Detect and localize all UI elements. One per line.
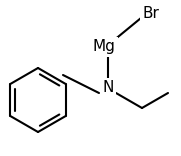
Text: Br: Br (143, 7, 159, 22)
Text: N: N (102, 80, 114, 95)
Text: Mg: Mg (92, 39, 115, 54)
